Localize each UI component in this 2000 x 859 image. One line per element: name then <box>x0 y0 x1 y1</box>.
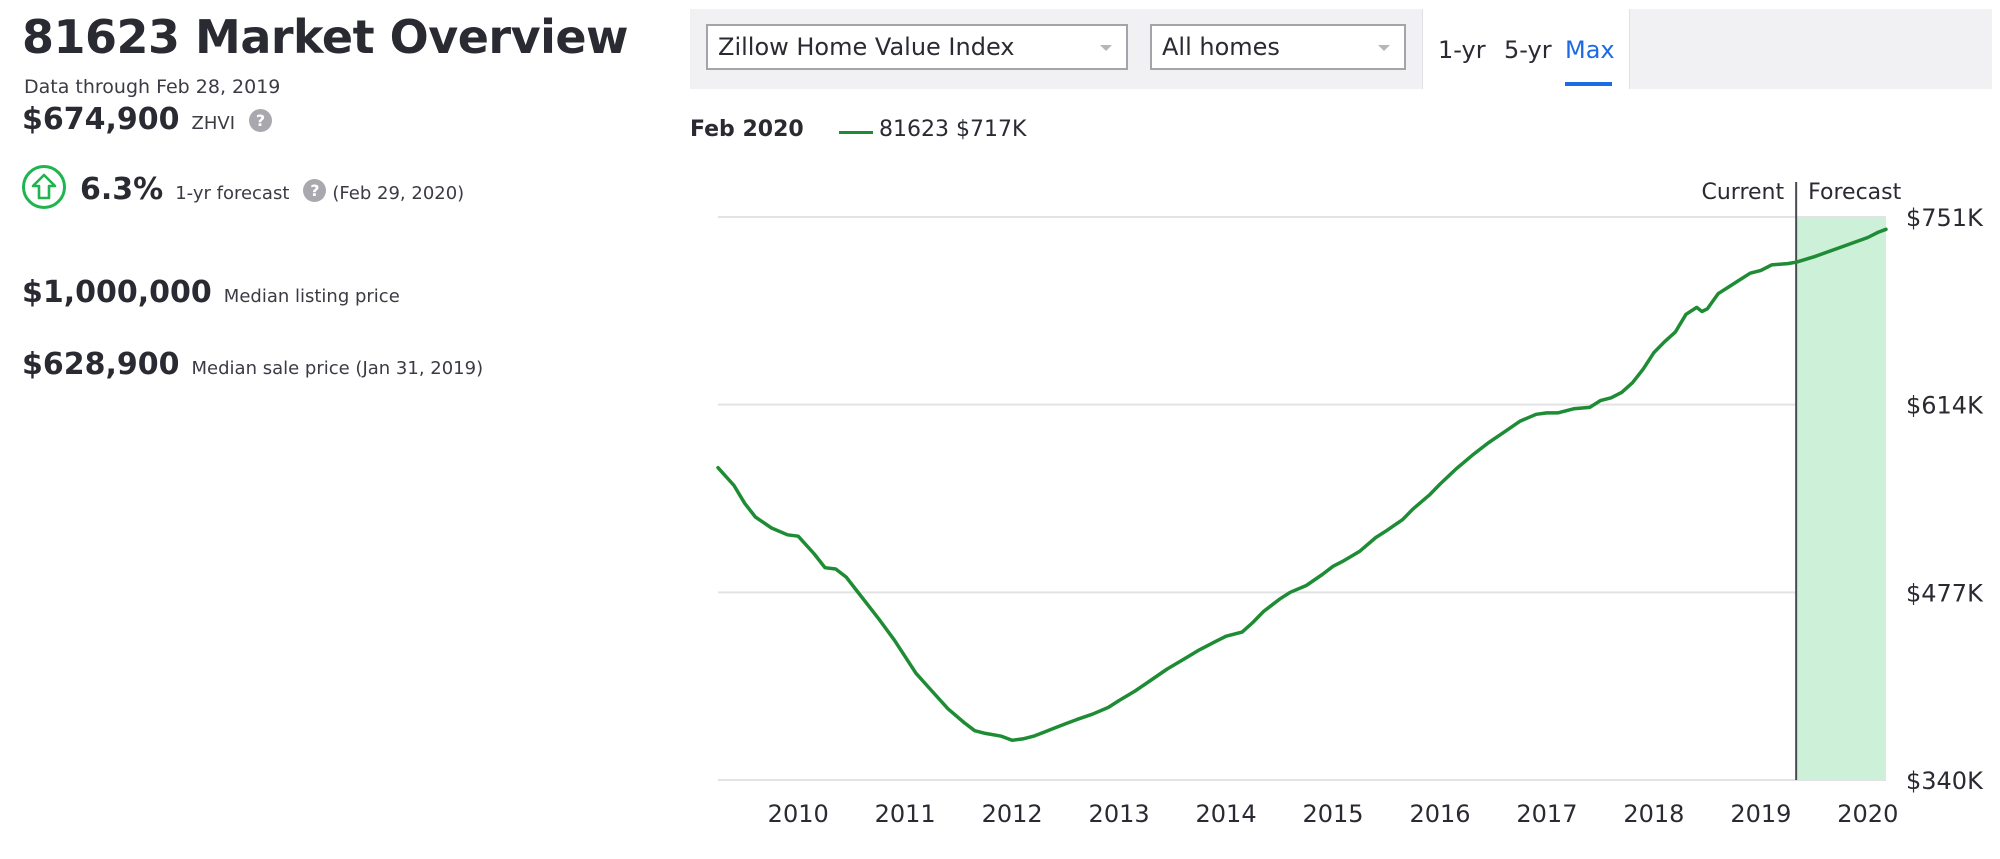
home-type-select-value: All homes <box>1162 33 1280 61</box>
current-label: Current <box>1702 180 1785 205</box>
x-tick-label: 2012 <box>982 800 1043 828</box>
data-through-date: Data through Feb 28, 2019 <box>24 76 281 98</box>
x-tick-label: 2019 <box>1730 800 1791 828</box>
forecast-date: (Feb 29, 2020) <box>332 183 465 204</box>
zhvi-label: ZHVI <box>191 113 236 134</box>
forecast-metric: 6.3% 1-yr forecast ? (Feb 29, 2020) <box>22 155 465 209</box>
y-tick-label: $340K <box>1906 767 1984 795</box>
legend-swatch <box>839 131 873 134</box>
sale-price-label: Median sale price (Jan 31, 2019) <box>191 358 484 379</box>
sale-price-value: $628,900 <box>22 347 180 382</box>
range-tabs: 1-yr 5-yr Max <box>1422 9 1630 89</box>
legend-date: Feb 2020 <box>690 117 804 142</box>
x-tick-label: 2014 <box>1196 800 1257 828</box>
help-icon[interactable]: ? <box>303 179 327 202</box>
forecast-region <box>1796 217 1886 780</box>
y-tick-label: $477K <box>1906 579 1984 607</box>
forecast-label: Forecast <box>1808 180 1901 205</box>
zhvi-value: $674,900 <box>22 102 180 137</box>
help-icon[interactable]: ? <box>249 109 273 132</box>
metric-select[interactable]: Zillow Home Value Index <box>706 24 1128 70</box>
page-title: 81623 Market Overview <box>22 10 629 64</box>
chevron-down-icon <box>1378 45 1390 51</box>
x-tick-label: 2017 <box>1516 800 1577 828</box>
x-tick-label: 2011 <box>875 800 936 828</box>
range-tab-1yr[interactable]: 1-yr <box>1438 36 1486 64</box>
metric-select-value: Zillow Home Value Index <box>718 33 1015 61</box>
listing-price-label: Median listing price <box>223 286 400 307</box>
series-line-81623 <box>716 227 1888 743</box>
legend-series-label: 81623 $717K <box>879 117 1027 142</box>
active-tab-indicator <box>1565 82 1612 86</box>
listing-price-metric: $1,000,000 Median listing price <box>22 275 400 310</box>
x-tick-label: 2013 <box>1089 800 1150 828</box>
arrow-up-icon <box>22 165 66 209</box>
zhvi-metric: $674,900 ZHVI ? <box>22 102 273 137</box>
listing-price-value: $1,000,000 <box>22 275 212 310</box>
x-tick-label: 2016 <box>1409 800 1470 828</box>
home-type-select[interactable]: All homes <box>1150 24 1406 70</box>
x-tick-label: 2018 <box>1623 800 1684 828</box>
x-tick-label: 2010 <box>768 800 829 828</box>
x-tick-label: 2015 <box>1302 800 1363 828</box>
y-tick-label: $614K <box>1906 392 1984 420</box>
range-tab-max[interactable]: Max <box>1565 36 1615 64</box>
chevron-down-icon <box>1100 45 1112 51</box>
x-tick-label: 2020 <box>1837 800 1898 828</box>
forecast-percent: 6.3% <box>80 172 164 207</box>
chart-toolbar: Zillow Home Value Index All homes 1-yr 5… <box>690 9 1992 89</box>
range-tab-5yr[interactable]: 5-yr <box>1504 36 1552 64</box>
sale-price-metric: $628,900 Median sale price (Jan 31, 2019… <box>22 347 483 382</box>
forecast-label: 1-yr forecast <box>175 183 290 204</box>
y-tick-label: $751K <box>1906 204 1984 232</box>
